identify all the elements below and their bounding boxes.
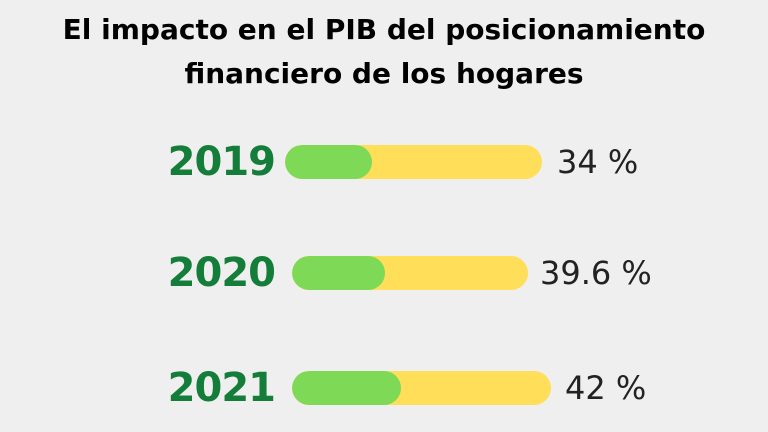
bar-fill-2019 [285, 145, 373, 179]
chart-title: El impacto en el PIB del posicionamiento… [0, 8, 768, 96]
bar-fill-2021 [292, 371, 401, 405]
bar-fill-2020 [292, 256, 386, 290]
value-label-2020: 39.6 % [540, 254, 652, 292]
value-label-2021: 42 % [565, 369, 647, 407]
year-label-2019: 2019 [167, 139, 276, 185]
bar-row-2019: 2019 34 % [0, 132, 768, 192]
value-label-2019: 34 % [557, 143, 639, 181]
bar-row-2020: 2020 39.6 % [0, 243, 768, 303]
bar-row-2021: 2021 42 % [0, 358, 768, 418]
bar-track-2019 [285, 145, 542, 179]
bar-track-2021 [292, 371, 551, 405]
chart-title-line-2: financiero de los hogares [184, 57, 584, 90]
year-label-2020: 2020 [167, 250, 276, 296]
chart-title-line-1: El impacto en el PIB del posicionamiento [62, 13, 706, 46]
bar-track-2020 [292, 256, 528, 290]
year-label-2021: 2021 [167, 365, 276, 411]
